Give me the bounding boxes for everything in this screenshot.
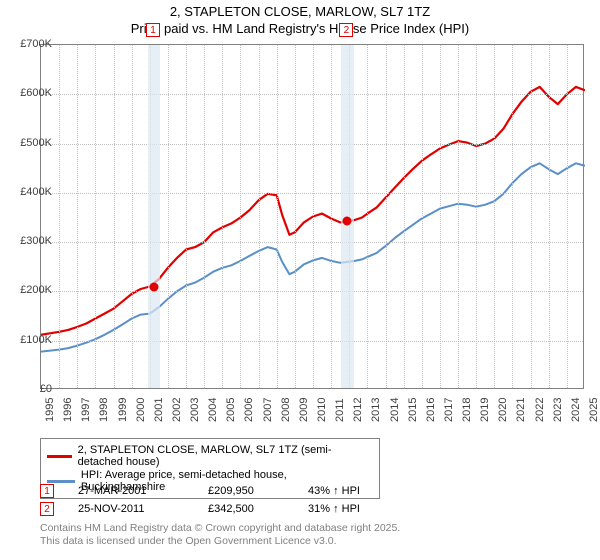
x-axis-label: 2007 xyxy=(262,398,274,422)
x-axis-label: 1999 xyxy=(117,398,129,422)
x-axis-label: 2025 xyxy=(588,398,600,422)
y-axis-label: £700K xyxy=(20,38,52,50)
sale-date: 27-MAR-2001 xyxy=(78,485,208,497)
sale-band xyxy=(148,45,160,388)
x-axis-label: 1998 xyxy=(98,398,110,422)
y-axis-label: £100K xyxy=(20,334,52,346)
footer-line2: This data is licensed under the Open Gov… xyxy=(40,535,400,548)
sale-marker-above: 2 xyxy=(339,23,353,37)
sale-marker-icon: 2 xyxy=(40,502,54,516)
sale-price: £342,500 xyxy=(208,503,308,515)
x-axis-label: 2004 xyxy=(207,398,219,422)
x-axis-label: 2008 xyxy=(280,398,292,422)
y-axis-label: £300K xyxy=(20,235,52,247)
y-axis-label: £200K xyxy=(20,284,52,296)
x-axis-label: 2024 xyxy=(570,398,582,422)
title-line2: Price paid vs. HM Land Registry's House … xyxy=(0,21,600,36)
sale-marker-above: 1 xyxy=(146,23,160,37)
x-axis-label: 2005 xyxy=(225,398,237,422)
x-axis-label: 2023 xyxy=(552,398,564,422)
x-axis-label: 2017 xyxy=(443,398,455,422)
x-axis-label: 2022 xyxy=(534,398,546,422)
sales-row: 1 27-MAR-2001 £209,950 43% ↑ HPI xyxy=(40,482,398,500)
x-axis-label: 2011 xyxy=(334,398,346,422)
x-axis-label: 2002 xyxy=(171,398,183,422)
title-block: 2, STAPLETON CLOSE, MARLOW, SL7 1TZ Pric… xyxy=(0,0,600,38)
x-axis-label: 2009 xyxy=(298,398,310,422)
sale-delta: 31% ↑ HPI xyxy=(308,503,398,515)
x-axis-label: 2006 xyxy=(243,398,255,422)
x-axis-label: 1997 xyxy=(80,398,92,422)
footer-line1: Contains HM Land Registry data © Crown c… xyxy=(40,522,400,535)
x-axis-label: 2001 xyxy=(153,398,165,422)
sale-date: 25-NOV-2011 xyxy=(78,503,208,515)
y-axis-label: £400K xyxy=(20,186,52,198)
legend-label: 2, STAPLETON CLOSE, MARLOW, SL7 1TZ (sem… xyxy=(78,444,373,468)
x-axis-label: 2000 xyxy=(135,398,147,422)
x-axis-label: 2013 xyxy=(370,398,382,422)
legend-swatch xyxy=(47,455,72,458)
sale-delta: 43% ↑ HPI xyxy=(308,485,398,497)
sale-price: £209,950 xyxy=(208,485,308,497)
x-axis-label: 1996 xyxy=(62,398,74,422)
y-axis-label: £0 xyxy=(40,383,52,395)
x-axis-label: 2016 xyxy=(425,398,437,422)
x-axis-label: 2012 xyxy=(352,398,364,422)
chart-plot-area: 12 xyxy=(40,44,584,389)
legend-row: 2, STAPLETON CLOSE, MARLOW, SL7 1TZ (sem… xyxy=(47,444,373,468)
y-axis-label: £500K xyxy=(20,137,52,149)
sales-table: 1 27-MAR-2001 £209,950 43% ↑ HPI 2 25-NO… xyxy=(40,482,398,518)
y-axis-label: £600K xyxy=(20,87,52,99)
x-axis-label: 2003 xyxy=(189,398,201,422)
sale-point-icon xyxy=(149,282,158,291)
footer-attribution: Contains HM Land Registry data © Crown c… xyxy=(40,522,400,548)
x-axis-label: 2021 xyxy=(515,398,527,422)
sale-point-icon xyxy=(343,217,352,226)
x-axis-label: 2015 xyxy=(407,398,419,422)
x-axis-label: 1995 xyxy=(44,398,56,422)
x-axis-label: 2019 xyxy=(479,398,491,422)
x-axis-label: 2010 xyxy=(316,398,328,422)
title-line1: 2, STAPLETON CLOSE, MARLOW, SL7 1TZ xyxy=(0,4,600,19)
x-axis-label: 2014 xyxy=(389,398,401,422)
x-axis-label: 2018 xyxy=(461,398,473,422)
chart-container: 2, STAPLETON CLOSE, MARLOW, SL7 1TZ Pric… xyxy=(0,0,600,560)
sales-row: 2 25-NOV-2011 £342,500 31% ↑ HPI xyxy=(40,500,398,518)
sale-marker-icon: 1 xyxy=(40,484,54,498)
x-axis-label: 2020 xyxy=(497,398,509,422)
